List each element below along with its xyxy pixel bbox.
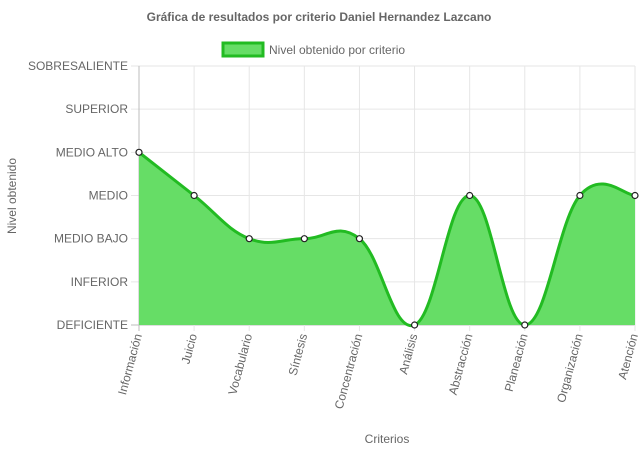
x-tick-label: Organización — [554, 332, 586, 404]
data-points — [135, 148, 639, 329]
data-point[interactable] — [355, 235, 364, 243]
x-axis-title: Criterios — [365, 432, 410, 446]
data-point[interactable] — [245, 235, 253, 243]
chart-title: Gráfica de resultados por criterio Danie… — [147, 10, 492, 24]
data-point[interactable] — [300, 235, 308, 243]
data-point[interactable] — [466, 191, 474, 200]
x-tick-label: Síntesis — [286, 332, 311, 377]
y-tick-label: MEDIO — [89, 189, 128, 203]
x-axis-ticks: Información Juicio Vocabulario Síntesis Conc… — [115, 332, 639, 411]
area-fill — [139, 152, 635, 326]
x-tick-label: Análisis — [396, 332, 420, 376]
legend[interactable]: Nivel obtenido por criterio — [221, 41, 405, 58]
y-tick-label: MEDIO ALTO — [56, 145, 128, 159]
y-tick-label: DEFICIENTE — [57, 318, 128, 332]
data-point[interactable] — [135, 148, 143, 156]
y-tick-label: INFERIOR — [71, 275, 129, 289]
x-tick-label: Vocabulario — [225, 332, 255, 397]
data-point[interactable] — [576, 191, 584, 200]
y-tick-label: SUPERIOR — [65, 102, 128, 116]
y-axis-ticks: DEFICIENTE INFERIOR MEDIO BAJO MEDIO MEDIO A… — [28, 59, 128, 332]
x-tick-label: Información — [115, 332, 145, 396]
data-point[interactable] — [631, 191, 639, 200]
data-point[interactable] — [410, 321, 419, 329]
y-tick-label: SOBRESALIENTE — [28, 59, 128, 73]
legend-swatch — [221, 41, 265, 58]
data-point[interactable] — [190, 191, 198, 200]
y-axis-title: Nivel obtenido — [5, 158, 19, 234]
y-tick-label: MEDIO BAJO — [54, 232, 128, 246]
x-tick-label: Abstracción — [446, 332, 476, 396]
data-point[interactable] — [521, 321, 529, 329]
legend-label: Nivel obtenido por criterio — [269, 43, 405, 57]
x-tick-label: Atención — [615, 332, 639, 381]
x-tick-label: Concentración — [332, 332, 366, 410]
x-tick-label: Juicio — [179, 332, 201, 366]
x-tick-label: Planeación — [502, 332, 531, 393]
